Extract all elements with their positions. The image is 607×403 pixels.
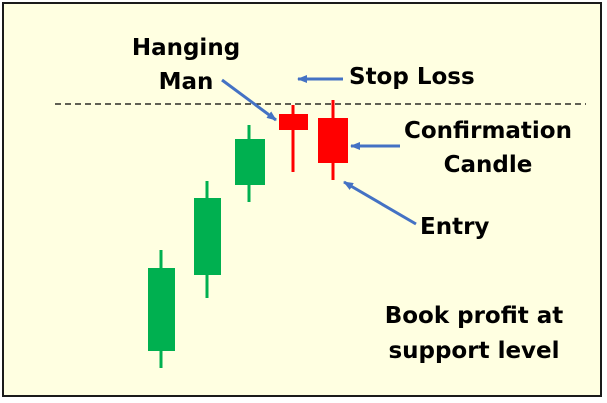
- bullish-candle: [194, 181, 221, 298]
- stop-loss-label: Stop Loss: [349, 64, 475, 90]
- diagram-frame: [2, 2, 602, 397]
- hanging-man-label-line1: Hanging: [132, 35, 240, 61]
- book-profit-label-line2: support level: [388, 338, 559, 364]
- confirmation-label-line2: Candle: [444, 152, 533, 178]
- hanging-man-label-line2: Man: [159, 69, 214, 95]
- arrow-icon: [221, 78, 277, 122]
- confirmation-candle: [318, 100, 348, 180]
- bullish-candle: [148, 250, 175, 368]
- arrow-icon: [343, 180, 417, 226]
- book-profit-label-line1: Book profit at: [385, 303, 564, 329]
- hanging-man-candle: [279, 105, 308, 172]
- entry-label: Entry: [420, 214, 489, 240]
- bullish-candle: [235, 125, 265, 202]
- confirmation-label-line1: Confirmation: [404, 118, 572, 144]
